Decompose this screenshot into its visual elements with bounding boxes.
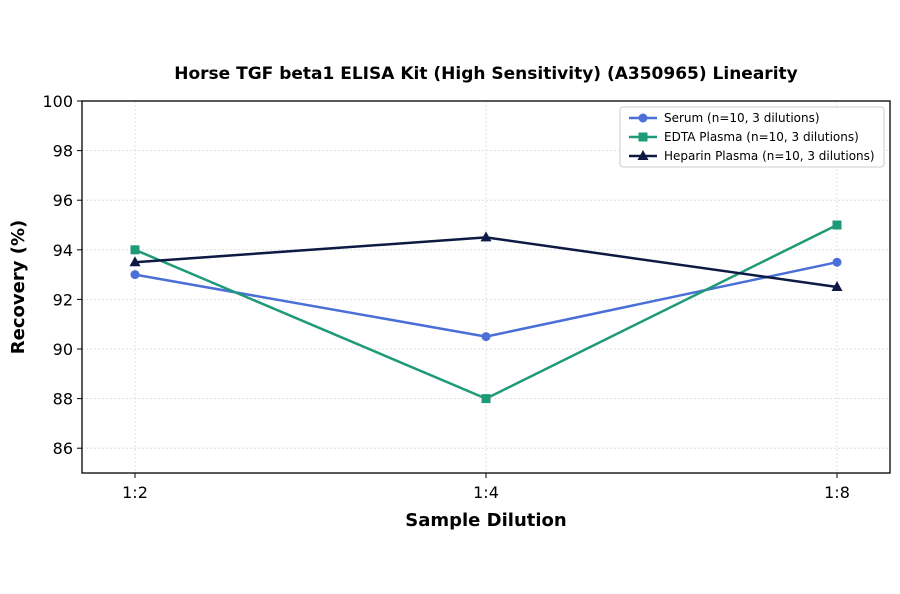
chart-title: Horse TGF beta1 ELISA Kit (High Sensitiv… xyxy=(174,64,797,84)
legend-swatch-marker xyxy=(638,113,648,123)
series-3 xyxy=(129,231,843,291)
y-tick-label: 88 xyxy=(53,390,73,409)
legend-item: EDTA Plasma (n=10, 3 dilutions) xyxy=(629,130,859,144)
y-tick-label: 90 xyxy=(53,340,73,359)
legend-box xyxy=(619,106,885,168)
legend-swatch-marker xyxy=(638,132,648,142)
series-1 xyxy=(130,257,842,342)
data-point xyxy=(130,270,140,280)
data-point xyxy=(481,394,491,404)
y-tick-label: 86 xyxy=(53,439,73,458)
y-tick-label: 96 xyxy=(53,191,73,210)
x-tick-label: 1:8 xyxy=(824,483,850,502)
data-point xyxy=(481,332,491,342)
legend: Serum (n=10, 3 dilutions) EDTA Plasma (n=… xyxy=(619,106,885,168)
y-axis-label: Recovery (%) xyxy=(8,220,29,354)
data-point xyxy=(832,257,842,267)
legend-label: Serum (n=10, 3 dilutions) xyxy=(664,111,820,125)
legend-label: EDTA Plasma (n=10, 3 dilutions) xyxy=(664,130,859,144)
y-tick-label: 100 xyxy=(42,92,73,111)
legend-item: Serum (n=10, 3 dilutions) xyxy=(629,111,820,125)
legend-item: Heparin Plasma (n=10, 3 dilutions) xyxy=(629,149,875,163)
y-tick-label: 92 xyxy=(53,290,73,309)
series-group xyxy=(129,220,843,404)
data-point xyxy=(832,220,842,230)
series-line xyxy=(134,223,838,400)
legend-swatch-marker xyxy=(637,150,649,160)
y-tick-label: 98 xyxy=(53,142,73,161)
data-point xyxy=(480,231,492,242)
series-2 xyxy=(130,220,842,404)
axis-ticks: 1:2 1:4 1:8 86 88 90 92 94 96 98 100 xyxy=(42,92,849,502)
x-tick-label: 1:4 xyxy=(473,483,499,502)
y-tick-label: 94 xyxy=(53,241,73,260)
legend-label: Heparin Plasma (n=10, 3 dilutions) xyxy=(664,149,875,163)
data-point xyxy=(129,256,141,267)
x-axis-label: Sample Dilution xyxy=(405,510,566,531)
data-point xyxy=(130,245,140,255)
x-tick-label: 1:2 xyxy=(122,483,148,502)
data-point xyxy=(831,281,843,291)
